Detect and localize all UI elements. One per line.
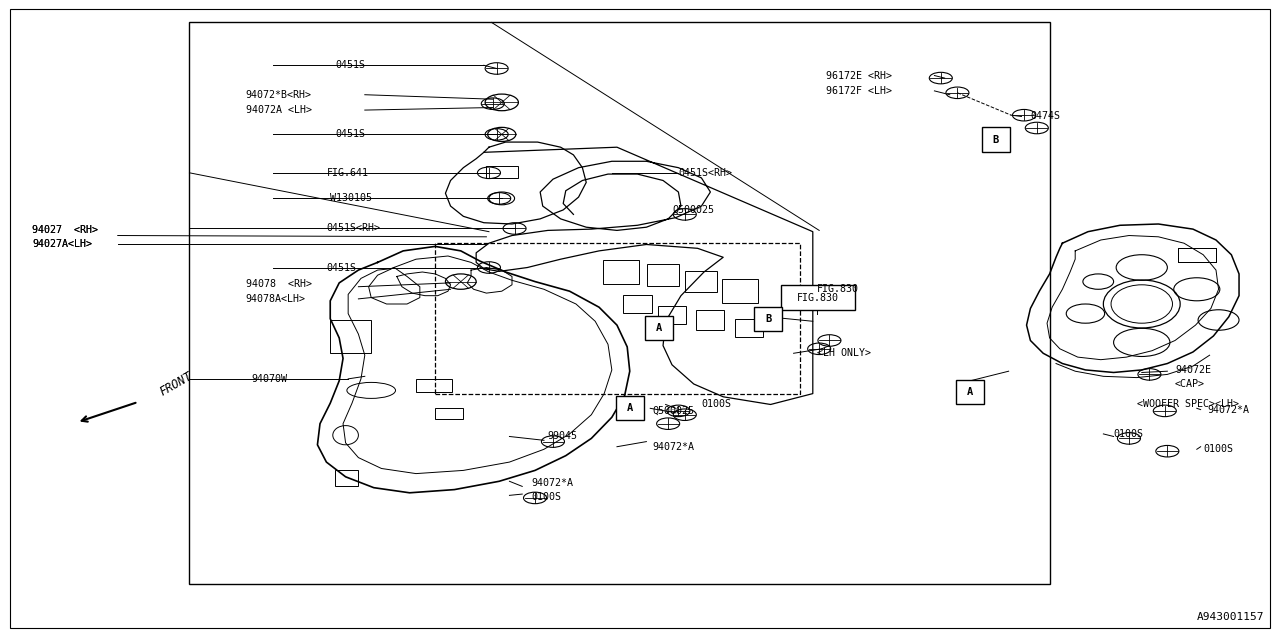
Text: 0100S: 0100S <box>531 492 561 502</box>
Text: 94072E: 94072E <box>1175 365 1211 375</box>
Bar <box>435 408 463 419</box>
Bar <box>735 319 763 337</box>
Text: 94027  <RH>: 94027 <RH> <box>32 225 99 236</box>
Bar <box>982 127 1010 152</box>
Text: 0451S<RH>: 0451S<RH> <box>678 168 732 178</box>
Text: 99045: 99045 <box>548 431 577 442</box>
Text: B: B <box>993 134 998 145</box>
Text: 94027A<LH>: 94027A<LH> <box>32 239 92 250</box>
Bar <box>686 271 718 292</box>
Text: W130105: W130105 <box>330 193 372 204</box>
Bar <box>416 379 452 392</box>
Bar <box>696 310 724 330</box>
Text: <LH ONLY>: <LH ONLY> <box>817 348 870 358</box>
Bar <box>486 166 518 178</box>
Bar <box>435 243 800 394</box>
Bar <box>623 295 652 313</box>
Text: 94072A <LH>: 94072A <LH> <box>246 105 312 115</box>
Text: 94070W: 94070W <box>251 374 287 384</box>
Text: FIG.830: FIG.830 <box>817 284 859 294</box>
Text: A943001157: A943001157 <box>1197 612 1265 622</box>
Text: 94027  <RH>: 94027 <RH> <box>32 225 99 236</box>
Text: 96172F <LH>: 96172F <LH> <box>826 86 892 96</box>
Bar <box>189 22 1050 584</box>
Text: A: A <box>627 403 632 413</box>
Text: 0451S: 0451S <box>335 129 365 140</box>
Bar <box>754 307 782 331</box>
Text: 0451S<RH>: 0451S<RH> <box>326 223 380 234</box>
Bar <box>645 316 673 340</box>
Text: 96172E <RH>: 96172E <RH> <box>826 70 892 81</box>
Bar <box>648 264 680 287</box>
Text: 94072*A: 94072*A <box>653 442 695 452</box>
Text: 94072*A: 94072*A <box>531 478 573 488</box>
Text: FIG.641: FIG.641 <box>326 168 369 178</box>
Text: FIG.830: FIG.830 <box>797 292 838 303</box>
Text: 0100S: 0100S <box>701 399 731 410</box>
Text: <WOOFER SPEC><LH>: <WOOFER SPEC><LH> <box>1137 399 1239 410</box>
Text: 0100S: 0100S <box>1114 429 1143 439</box>
Bar <box>616 396 644 420</box>
Text: 94078  <RH>: 94078 <RH> <box>246 279 312 289</box>
Bar <box>781 285 855 310</box>
Text: <CAP>: <CAP> <box>1175 379 1204 389</box>
Bar <box>956 380 984 404</box>
Bar <box>722 279 758 303</box>
Bar <box>603 260 639 284</box>
Bar <box>335 470 358 486</box>
Text: 94078A<LH>: 94078A<LH> <box>246 294 306 304</box>
Text: Q500025: Q500025 <box>672 205 714 215</box>
Text: B: B <box>765 314 771 324</box>
Text: 94072*A: 94072*A <box>1207 404 1249 415</box>
Bar <box>658 306 686 324</box>
Text: A: A <box>968 387 973 397</box>
Text: 0474S: 0474S <box>1030 111 1060 122</box>
Text: 94072*B<RH>: 94072*B<RH> <box>246 90 312 100</box>
Text: 0100S: 0100S <box>1203 444 1233 454</box>
Bar <box>1178 248 1216 262</box>
Text: 0451S: 0451S <box>335 60 365 70</box>
Text: 94027A<LH>: 94027A<LH> <box>32 239 92 250</box>
Text: Q500025: Q500025 <box>653 406 695 416</box>
Bar <box>330 320 371 353</box>
Text: A: A <box>657 323 662 333</box>
Text: 0451S: 0451S <box>326 262 356 273</box>
Text: FRONT: FRONT <box>157 370 195 399</box>
Bar <box>1178 248 1216 262</box>
